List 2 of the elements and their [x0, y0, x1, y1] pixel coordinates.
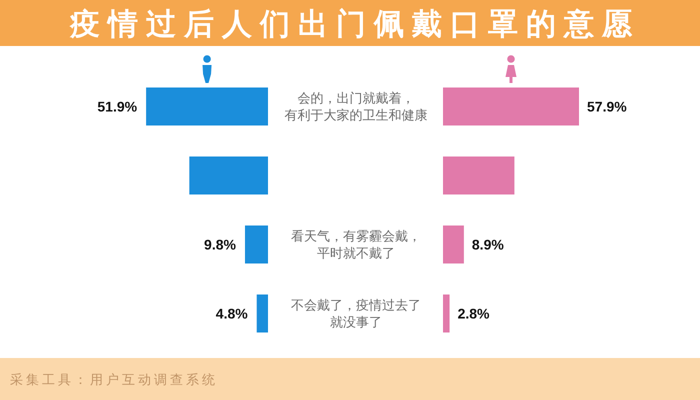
annotation: 采集工具：用户互动调查系统 — [10, 372, 218, 387]
title: 疫情过后人们出门佩戴口罩的意愿 — [70, 8, 640, 41]
